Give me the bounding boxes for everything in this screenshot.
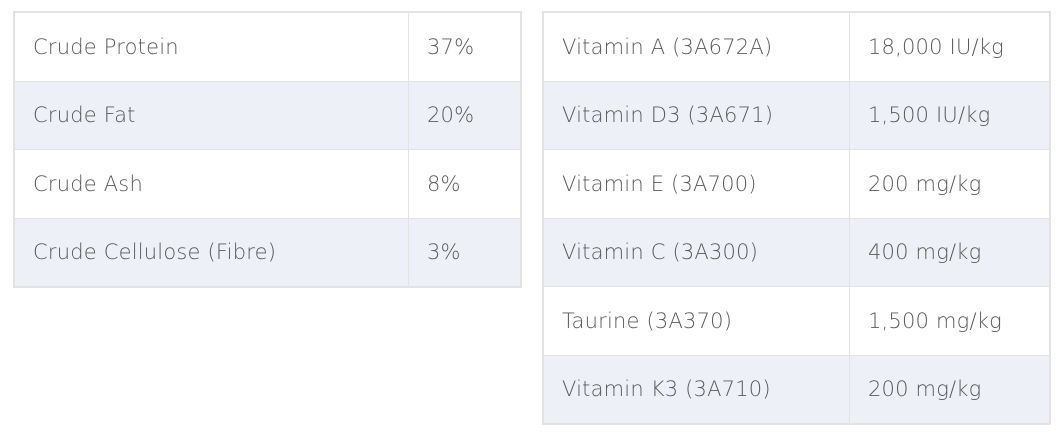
additive-name: Taurine (3A370) — [543, 286, 850, 356]
additive-value: 400 mg/kg — [849, 217, 1050, 287]
additive-value: 200 mg/kg — [849, 354, 1050, 424]
additive-value: 1,500 mg/kg — [849, 286, 1050, 356]
table-row: Vitamin E (3A700) 200 mg/kg — [543, 149, 1050, 219]
additive-value: 18,000 IU/kg — [849, 12, 1050, 82]
constituent-value: 8% — [408, 149, 521, 219]
constituent-value: 3% — [408, 217, 521, 287]
table-row: Crude Protein 37% — [14, 12, 521, 82]
table-row: Vitamin C (3A300) 400 mg/kg — [543, 217, 1050, 287]
additive-value: 200 mg/kg — [849, 149, 1050, 219]
constituent-value: 37% — [408, 12, 521, 82]
additives-table: Vitamin A (3A672A) 18,000 IU/kg Vitamin … — [543, 12, 1050, 424]
table-row: Vitamin A (3A672A) 18,000 IU/kg — [543, 12, 1050, 82]
table-row: Vitamin K3 (3A710) 200 mg/kg — [543, 354, 1050, 424]
additive-name: Vitamin E (3A700) — [543, 149, 850, 219]
analytical-constituents-table: Crude Protein 37% Crude Fat 20% Crude As… — [14, 12, 521, 287]
additive-name: Vitamin A (3A672A) — [543, 12, 850, 82]
table-row: Vitamin D3 (3A671) 1,500 IU/kg — [543, 80, 1050, 150]
constituent-name: Crude Protein — [14, 12, 409, 82]
constituent-name: Crude Ash — [14, 149, 409, 219]
table-row: Crude Ash 8% — [14, 149, 521, 219]
additive-name: Vitamin C (3A300) — [543, 217, 850, 287]
table-row: Crude Cellulose (Fibre) 3% — [14, 217, 521, 287]
additive-value: 1,500 IU/kg — [849, 80, 1050, 150]
additive-name: Vitamin K3 (3A710) — [543, 354, 850, 424]
table-row: Taurine (3A370) 1,500 mg/kg — [543, 286, 1050, 356]
table-row: Crude Fat 20% — [14, 80, 521, 150]
constituent-name: Crude Cellulose (Fibre) — [14, 217, 409, 287]
additive-name: Vitamin D3 (3A671) — [543, 80, 850, 150]
constituent-name: Crude Fat — [14, 80, 409, 150]
constituent-value: 20% — [408, 80, 521, 150]
